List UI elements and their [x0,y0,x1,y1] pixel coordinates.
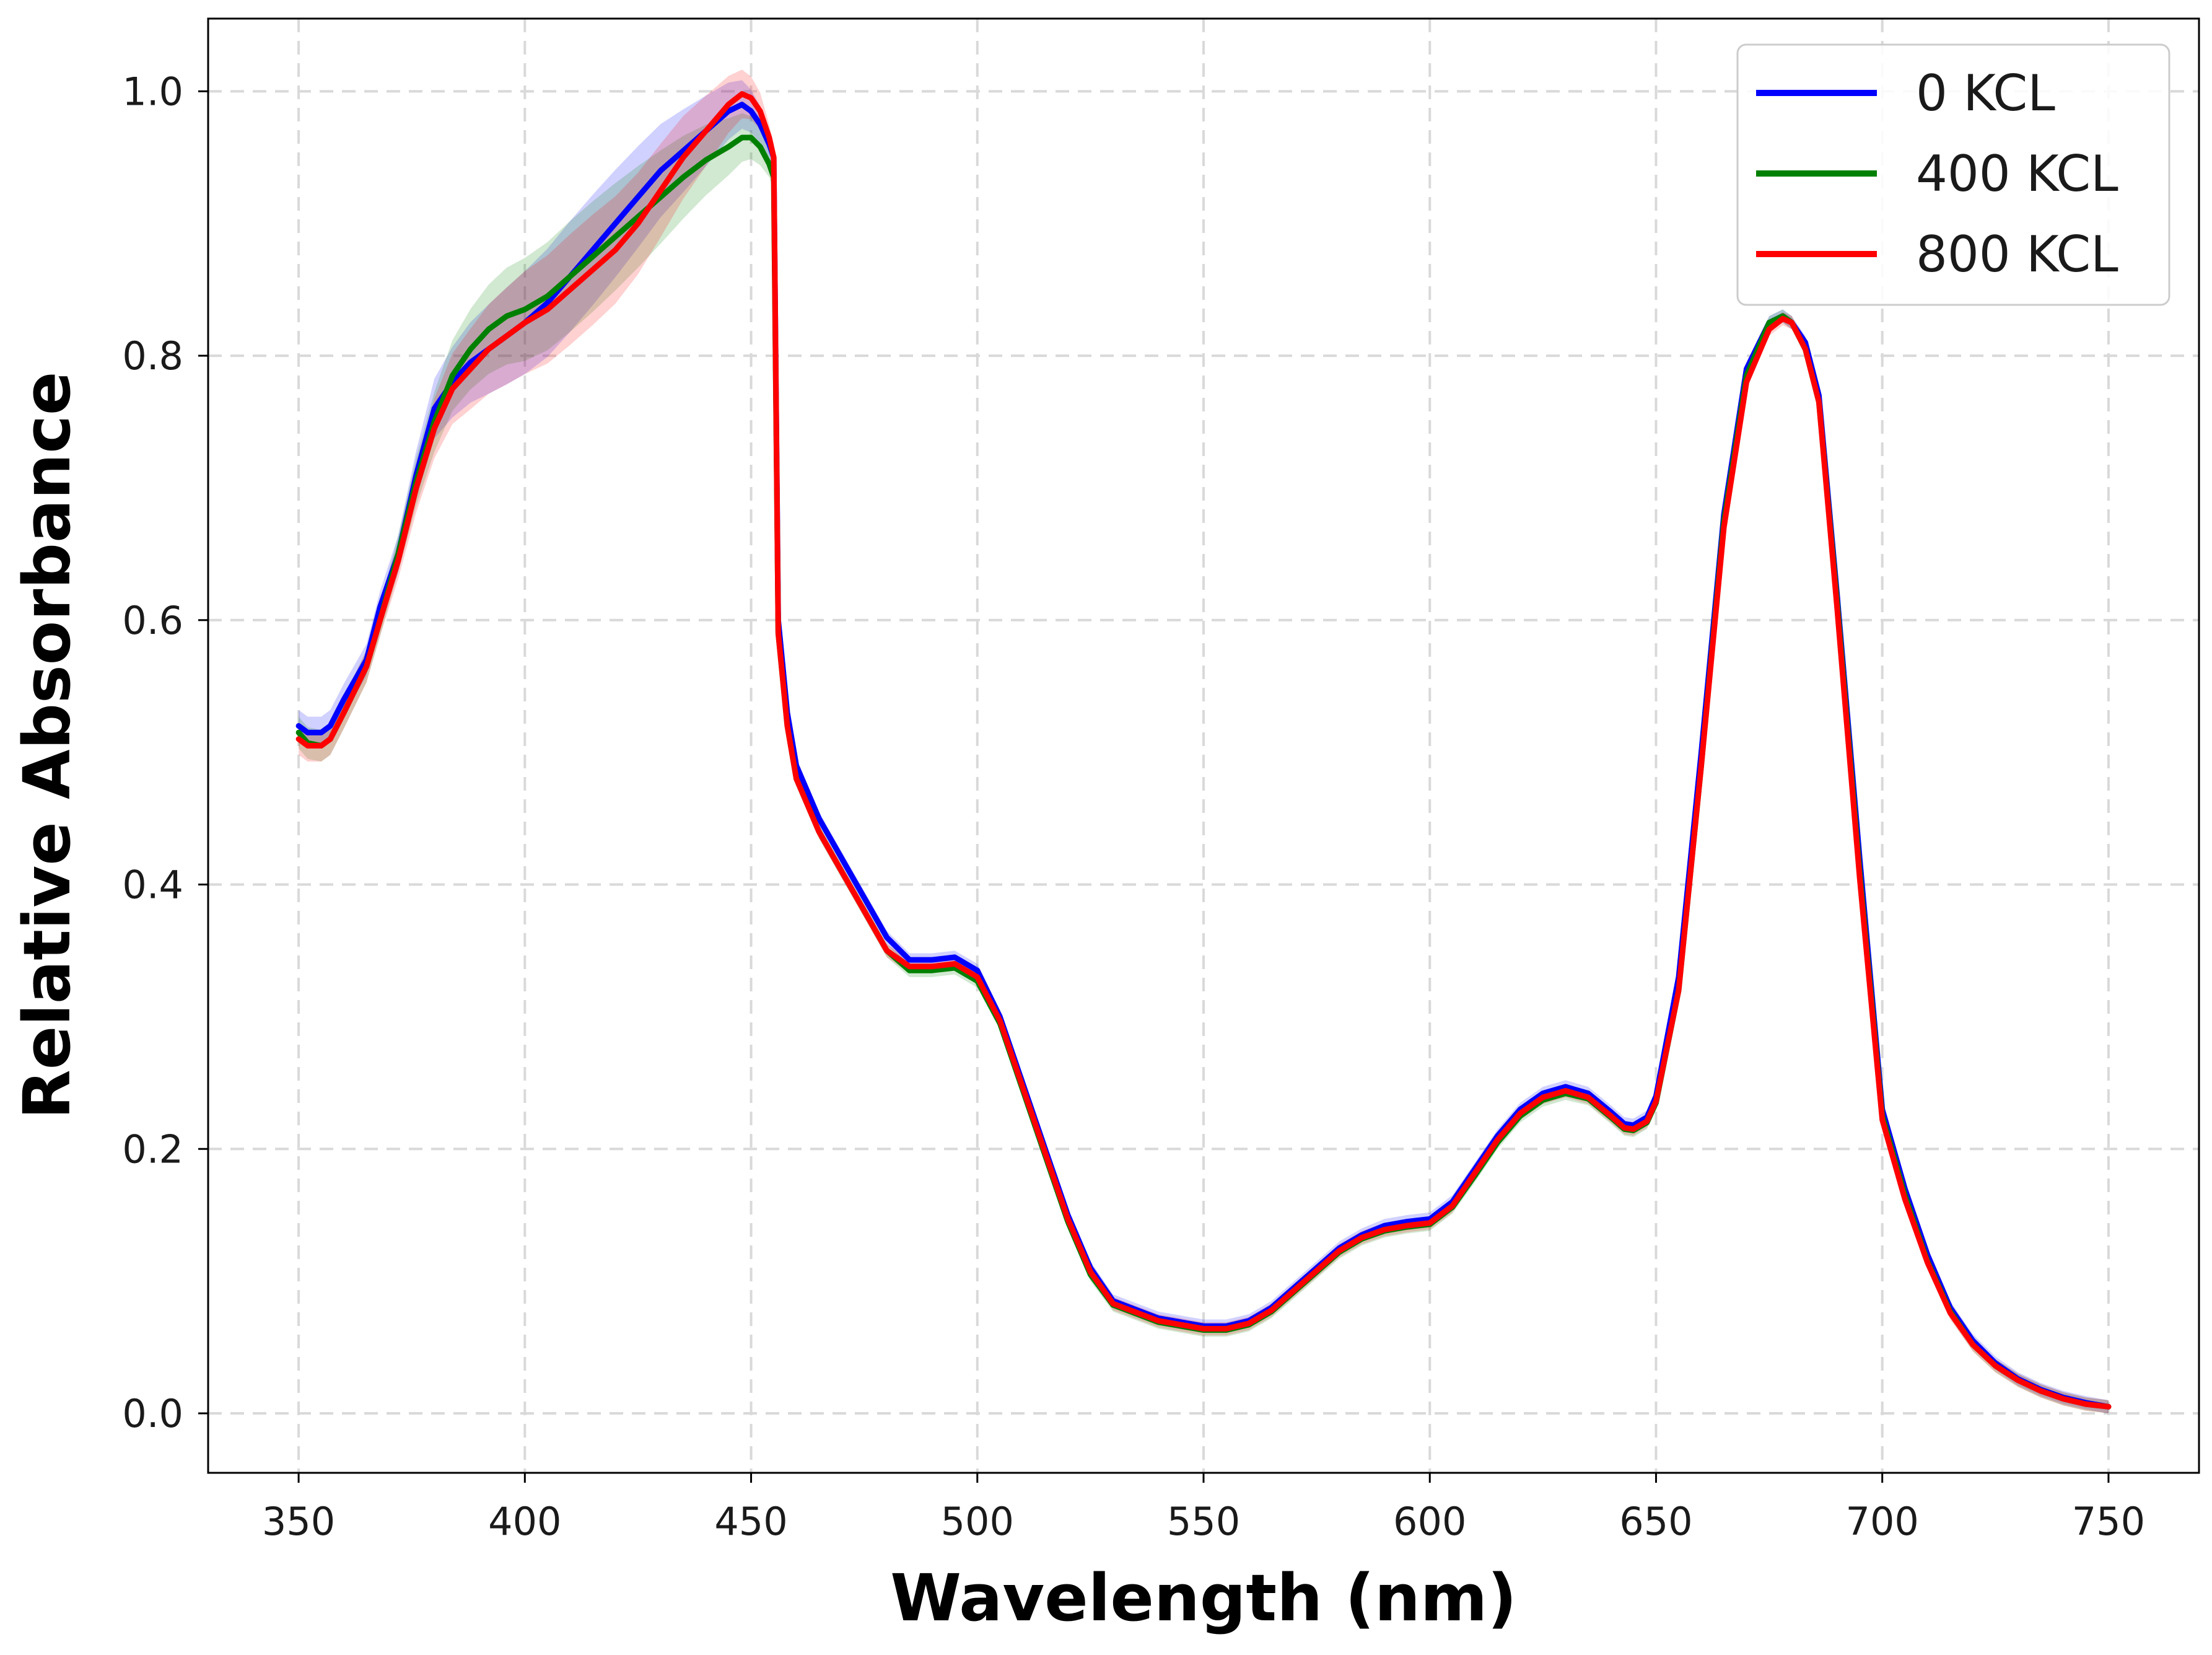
x-axis-label: Wavelength (nm) [890,1560,1517,1636]
x-tick-label: 650 [1619,1499,1692,1544]
legend-items: 0 KCL 400 KCL 800 KCL [1756,64,2118,283]
y-tick-label: 1.0 [122,69,183,114]
legend-label: 400 KCL [1916,145,2118,203]
y-axis-ticks: 0.0 0.2 0.4 0.6 0.8 1.0 [122,69,208,1436]
y-axis-label: Relative Absorbance [9,372,85,1120]
legend: 0 KCL 400 KCL 800 KCL [1736,43,2170,306]
legend-box [1736,43,2170,306]
y-tick-label: 0.4 [122,863,183,908]
x-axis-ticks: 350 400 450 500 550 600 650 700 750 [262,1473,2145,1544]
x-tick-label: 500 [941,1499,1014,1544]
series-lines [295,91,2112,1410]
series-line-2 [295,91,2112,1410]
x-tick-label: 550 [1167,1499,1240,1544]
legend-label: 0 KCL [1916,64,2055,122]
x-tick-label: 700 [1846,1499,1919,1544]
x-tick-label: 750 [2072,1499,2145,1544]
x-tick-label: 600 [1393,1499,1466,1544]
y-tick-label: 0.2 [122,1126,183,1172]
y-tick-label: 0.0 [122,1391,183,1436]
legend-label: 800 KCL [1916,226,2118,283]
x-tick-label: 450 [714,1499,787,1544]
y-tick-label: 0.6 [122,598,183,643]
y-tick-label: 0.8 [122,333,183,379]
x-tick-label: 400 [488,1499,561,1544]
x-tick-label: 350 [262,1499,335,1544]
